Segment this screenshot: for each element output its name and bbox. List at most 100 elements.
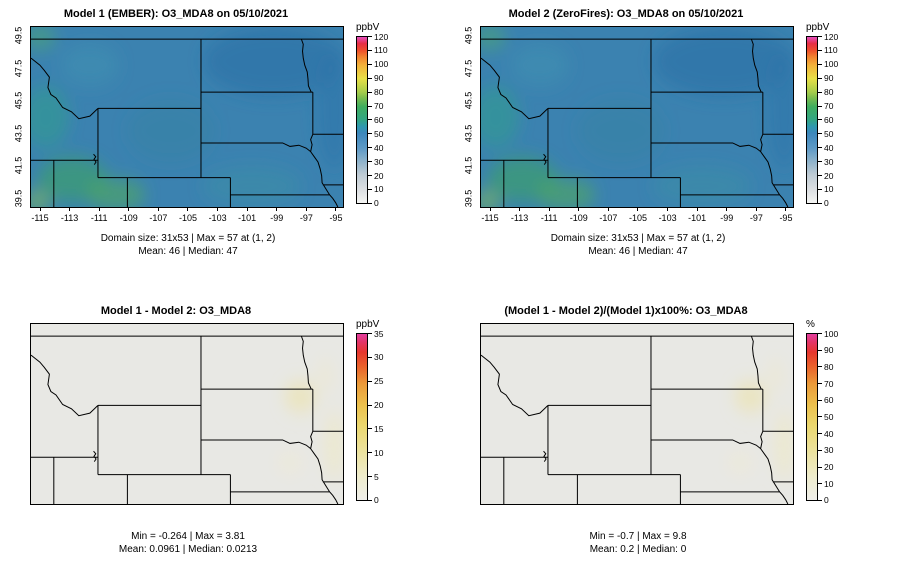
y-axis xyxy=(8,323,30,505)
colorbar-difference: ppbV 35 30 25 20 15 10 5 0 xyxy=(356,319,383,505)
panel-difference: Model 1 - Model 2: O3_MDA8 ppbV 35 30 25 20… xyxy=(0,289,450,579)
colorbar-tick-label: 50 xyxy=(818,129,838,139)
colorbar-tick-label: 0 xyxy=(368,198,388,208)
colorbar-tick-label: 30 xyxy=(368,352,383,362)
colorbar-tick-label: 110 xyxy=(368,45,388,55)
map-difference xyxy=(30,323,344,505)
colorbar-tick-label: 10 xyxy=(368,184,388,194)
colorbar-tick-label: 15 xyxy=(368,424,383,434)
colorbar-tick-label: 20 xyxy=(818,462,838,472)
colorbar-tick-label: 10 xyxy=(818,184,838,194)
caption-line1: Domain size: 31x53 | Max = 57 at (1, 2) xyxy=(100,233,276,244)
colorbar-ticks: 100 90 80 70 60 50 40 30 20 10 0 xyxy=(818,329,838,506)
caption-line2: Mean: 0.2 | Median: 0 xyxy=(589,543,687,555)
y-tick-label: 43.5 xyxy=(463,124,474,143)
colorbar-tick-label: 10 xyxy=(818,479,838,489)
colorbar-unit-label: % xyxy=(806,319,815,330)
colorbar-tick-label: 120 xyxy=(368,32,388,42)
caption: Min = -0.264 | Max = 3.81 Mean: 0.0961 |… xyxy=(31,531,345,556)
map-svg xyxy=(481,324,793,504)
colorbar-gradient xyxy=(356,36,368,204)
colorbar-unit-label: ppbV xyxy=(356,22,380,33)
x-axis: -115 -113 -111 -109 -107 -105 -103 -101 -99 -97 -9… xyxy=(31,208,343,223)
colorbar-unit-label: ppbV xyxy=(356,319,380,330)
y-axis: 49.5 47.5 45.5 43.5 41.5 39.5 xyxy=(458,26,480,208)
colorbar-tick-label: 40 xyxy=(818,429,838,439)
y-tick-label: 45.5 xyxy=(13,91,24,110)
colorbar-tick-label: 80 xyxy=(818,87,838,97)
colorbar-ticks: 35 30 25 20 15 10 5 0 xyxy=(368,329,383,506)
y-tick-label: 47.5 xyxy=(13,59,24,77)
colorbar-model2: ppbV 120 110 100 90 80 70 60 50 40 30 20 10 0 xyxy=(806,22,838,208)
caption: Min = -0.7 | Max = 9.8 Mean: 0.2 | Media… xyxy=(481,531,795,556)
y-axis xyxy=(458,323,480,505)
caption-line1: Domain size: 31x53 | Max = 57 at (1, 2) xyxy=(550,233,726,244)
map-model2 xyxy=(480,26,794,208)
colorbar-tick-label: 5 xyxy=(368,472,383,482)
colorbar-tick-label: 0 xyxy=(818,198,838,208)
y-axis: 49.5 47.5 45.5 43.5 41.5 39.5 xyxy=(8,26,30,208)
colorbar-tick-label: 20 xyxy=(368,171,388,181)
colorbar-ticks: 120 110 100 90 80 70 60 50 40 30 20 10 0 xyxy=(368,32,388,209)
colorbar-tick-label: 30 xyxy=(818,157,838,167)
colorbar-tick-label: 100 xyxy=(818,329,838,339)
caption-line1: Min = -0.7 | Max = 9.8 xyxy=(589,531,687,542)
y-tick-label: 43.5 xyxy=(13,124,24,143)
colorbar-tick-label: 90 xyxy=(818,345,838,355)
colorbar-tick-label: 110 xyxy=(818,45,838,55)
colorbar-tick-label: 90 xyxy=(818,73,838,83)
colorbar-tick-label: 50 xyxy=(368,129,388,139)
y-tick-label: 49.5 xyxy=(13,26,24,45)
colorbar-percent: % 100 90 80 70 60 50 40 30 20 10 0 xyxy=(806,319,838,505)
map-percent-difference xyxy=(480,323,794,505)
y-tick-label: 47.5 xyxy=(463,59,474,77)
caption: Domain size: 31x53 | Max = 57 at (1, 2) … xyxy=(481,233,795,258)
map-svg xyxy=(31,324,343,504)
colorbar-tick-label: 100 xyxy=(818,59,838,69)
colorbar-ticks: 120 110 100 90 80 70 60 50 40 30 20 10 0 xyxy=(818,32,838,209)
y-tick-label: 39.5 xyxy=(13,189,24,208)
colorbar-gradient xyxy=(806,333,818,501)
colorbar-gradient xyxy=(356,333,368,501)
colorbar-tick-label: 70 xyxy=(818,379,838,389)
map-svg xyxy=(481,27,793,207)
colorbar-tick-label: 40 xyxy=(368,143,388,153)
colorbar-tick-label: 20 xyxy=(818,171,838,181)
colorbar-tick-label: 0 xyxy=(368,495,383,505)
colorbar-tick-label: 10 xyxy=(368,448,383,458)
colorbar-tick-label: 35 xyxy=(368,329,383,339)
panel-title: Model 2 (ZeroFires): O3_MDA8 on 05/10/20… xyxy=(508,8,744,20)
colorbar-tick-label: 60 xyxy=(368,115,388,125)
colorbar-tick-label: 30 xyxy=(368,157,388,167)
colorbar-tick-label: 90 xyxy=(368,73,388,83)
y-tick-label: 41.5 xyxy=(463,157,474,175)
caption-line2: Mean: 46 | Median: 47 xyxy=(138,245,238,257)
colorbar-tick-label: 60 xyxy=(818,115,838,125)
caption: Domain size: 31x53 | Max = 57 at (1, 2) … xyxy=(31,233,345,258)
colorbar-tick-label: 70 xyxy=(368,101,388,111)
colorbar-tick-label: 80 xyxy=(818,362,838,372)
map-svg xyxy=(31,27,343,207)
panel-title: (Model 1 - Model 2)/(Model 1)x100%: O3_M… xyxy=(504,305,748,317)
x-axis: -115 -113 -111 -109 -107 -105 -103 -101 -99 -97 -9… xyxy=(481,208,793,223)
caption-line2: Mean: 0.0961 | Median: 0.0213 xyxy=(118,543,258,555)
y-tick-label: 39.5 xyxy=(463,189,474,208)
colorbar-tick-label: 120 xyxy=(818,32,838,42)
colorbar-tick-label: 25 xyxy=(368,376,383,386)
colorbar-tick-label: 0 xyxy=(818,495,838,505)
caption-line2: Mean: 46 | Median: 47 xyxy=(588,245,688,257)
panel-model2: Model 2 (ZeroFires): O3_MDA8 on 05/10/20… xyxy=(450,0,900,289)
colorbar-tick-label: 20 xyxy=(368,400,383,410)
y-tick-label: 49.5 xyxy=(463,26,474,45)
colorbar-tick-label: 80 xyxy=(368,87,388,97)
panel-model1: Model 1 (EMBER): O3_MDA8 on 05/10/2021 4… xyxy=(0,0,450,289)
colorbar-tick-label: 40 xyxy=(818,143,838,153)
caption-line1: Min = -0.264 | Max = 3.81 xyxy=(131,531,245,542)
panel-title: Model 1 (EMBER): O3_MDA8 on 05/10/2021 xyxy=(63,8,289,20)
y-tick-label: 45.5 xyxy=(463,91,474,110)
map-model1 xyxy=(30,26,344,208)
y-tick-label: 41.5 xyxy=(13,157,24,175)
colorbar-model1: ppbV 120 110 100 90 80 70 60 50 40 30 20 10 0 xyxy=(356,22,388,208)
colorbar-unit-label: ppbV xyxy=(806,22,830,33)
